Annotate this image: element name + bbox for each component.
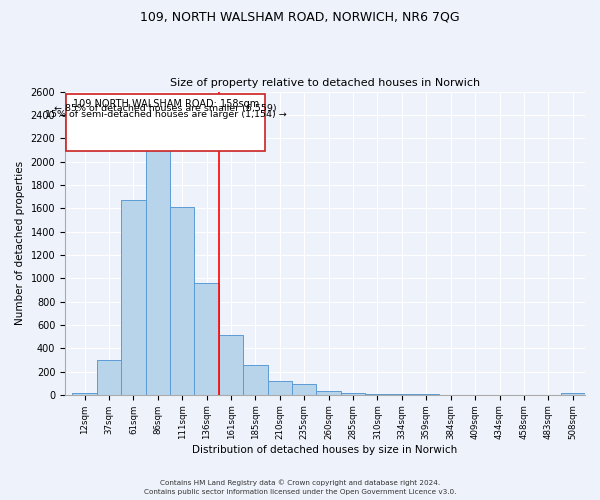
Bar — [341, 393, 365, 395]
Bar — [560, 393, 585, 395]
Bar — [97, 360, 121, 395]
Text: 15% of semi-detached houses are larger (1,154) →: 15% of semi-detached houses are larger (… — [45, 110, 287, 119]
Bar — [365, 394, 390, 395]
Y-axis label: Number of detached properties: Number of detached properties — [15, 161, 25, 326]
Bar — [66, 94, 265, 151]
Title: Size of property relative to detached houses in Norwich: Size of property relative to detached ho… — [170, 78, 480, 88]
Text: Contains HM Land Registry data © Crown copyright and database right 2024.
Contai: Contains HM Land Registry data © Crown c… — [144, 480, 456, 495]
Bar — [170, 207, 194, 395]
Bar — [121, 200, 146, 395]
Bar — [268, 381, 292, 395]
Bar — [292, 384, 316, 395]
Bar — [219, 336, 243, 395]
Bar — [146, 145, 170, 395]
Bar — [73, 392, 97, 395]
Bar — [316, 392, 341, 395]
Text: 109 NORTH WALSHAM ROAD: 158sqm: 109 NORTH WALSHAM ROAD: 158sqm — [73, 98, 259, 108]
Text: 109, NORTH WALSHAM ROAD, NORWICH, NR6 7QG: 109, NORTH WALSHAM ROAD, NORWICH, NR6 7Q… — [140, 10, 460, 23]
X-axis label: Distribution of detached houses by size in Norwich: Distribution of detached houses by size … — [193, 445, 458, 455]
Bar — [243, 365, 268, 395]
Bar — [194, 283, 219, 395]
Text: ← 85% of detached houses are smaller (6,559): ← 85% of detached houses are smaller (6,… — [55, 104, 277, 114]
